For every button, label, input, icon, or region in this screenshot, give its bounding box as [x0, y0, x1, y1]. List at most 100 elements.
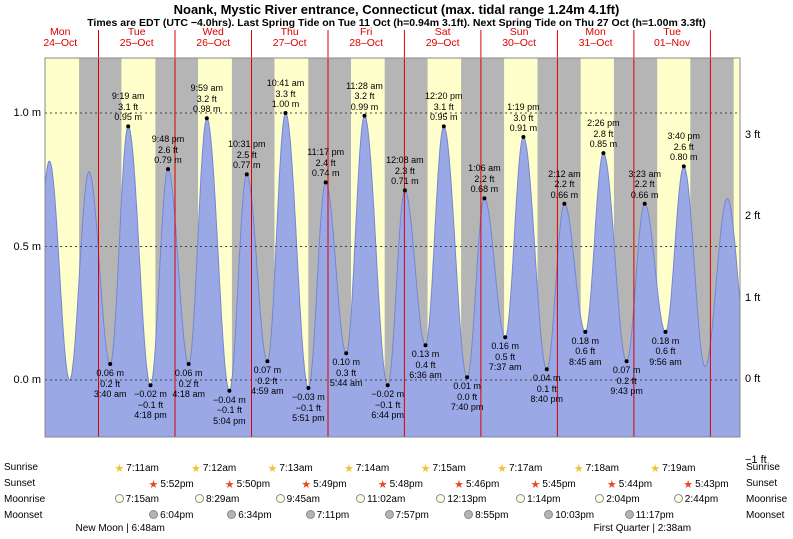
tide-label-line: 2.2 ft [634, 179, 655, 190]
low-tide-label: 0.04 m 0.1 ft 8:40 pm [518, 373, 576, 405]
tide-label-line: −0.04 m [213, 394, 246, 405]
low-tide-label: 0.06 m 0.2 ft 4:18 am [160, 368, 218, 400]
tide-label-line: 0.01 m [453, 381, 481, 392]
moonrise-entry: 1:14pm [516, 494, 560, 505]
moonset-icon [227, 510, 237, 519]
tide-label-line: 0.95 m [114, 112, 142, 123]
tide-label-line: 4:18 pm [134, 410, 167, 421]
tide-label-line: 0.6 ft [575, 346, 596, 357]
sunrise-time: 7:18am [585, 463, 619, 474]
high-tide-label: 1:06 am 2.2 ft 0.68 m [455, 163, 513, 195]
moonset-icon [305, 510, 315, 519]
astro-row-label-left-sunset: Sunset [4, 478, 36, 489]
high-tide-label: 2:12 am 2.2 ft 0.66 m [535, 169, 593, 201]
tide-label-line: 7:40 pm [450, 402, 484, 413]
sunrise-icon: ★ [573, 463, 584, 475]
sunrise-time: 7:12am [202, 463, 237, 474]
tide-label-line: 5:44 am [329, 378, 363, 389]
astro-row-label-right-moonrise: Moonrise [746, 494, 788, 505]
moonrise-entry: 2:04pm [595, 494, 640, 505]
day-date: 25–Oct [119, 37, 154, 49]
tide-label-line: 2.2 ft [554, 179, 575, 190]
sunset-time: 5:48pm [389, 479, 423, 490]
tide-label-line: 9:59 am [190, 83, 224, 94]
high-tide-label: 3:23 am 2.2 ft 0.66 m [616, 169, 674, 201]
sunset-icon: ★ [454, 479, 464, 491]
tide-label-line: 3:23 am [628, 168, 661, 179]
day-date: 01–Nov [653, 37, 691, 49]
moon-phase-label: New Moon | 6:48am [75, 523, 165, 534]
tide-label-line: 0.68 m [470, 184, 499, 195]
sunset-time: 5:49pm [313, 479, 347, 490]
moonset-entry: 7:57pm [384, 510, 429, 521]
tide-label-line: 0.2 ft [616, 375, 637, 386]
sunrise-icon: ★ [191, 463, 201, 475]
sunset-entry: ★ 5:43pm [683, 478, 728, 491]
moonrise-time: 7:15am [125, 494, 159, 505]
moonset-time: 7:11pm [316, 510, 350, 521]
tide-label-line: 11:17 pm [307, 147, 345, 158]
moonset-entry: 6:34pm [227, 510, 272, 521]
tide-label-line: 0.13 m [411, 349, 440, 360]
moonrise-entry: 12:13pm [436, 494, 486, 505]
sunrise-time: 7:19am [662, 463, 696, 474]
tide-label-line: −0.1 ft [375, 399, 401, 410]
moonset-entry: 10:03pm [544, 510, 594, 521]
tide-label-line: 7:37 am [488, 362, 522, 373]
y-axis-label-m: 0.0 m [13, 374, 41, 386]
low-tide-label: 0.18 m 0.6 ft 8:45 am [556, 336, 614, 368]
sunset-time: 5:50pm [236, 479, 271, 490]
moonset-time: 6:04pm [160, 510, 194, 521]
tide-label-line: 0.99 m [350, 101, 379, 112]
sunrise-time: 7:15am [432, 463, 466, 474]
sunset-time: 5:52pm [160, 479, 194, 490]
sunset-icon: ★ [224, 479, 235, 491]
tide-label-line: 0.1 ft [536, 383, 557, 394]
moonrise-icon [673, 494, 683, 503]
sunset-entry: ★ 5:45pm [531, 478, 576, 491]
tide-label-line: 10:41 am [266, 78, 305, 88]
tide-label-line: −0.03 m [292, 392, 325, 402]
sunrise-icon: ★ [497, 463, 507, 475]
sunrise-icon: ★ [420, 463, 431, 475]
day-label: Sun 30–Oct [484, 27, 554, 49]
tide-label-line: −0.1 ft [137, 399, 164, 410]
tide-label-line: 3.0 ft [513, 112, 534, 123]
tide-label-line: 12:08 am [386, 155, 424, 166]
moonset-icon [544, 510, 554, 519]
high-tide-label: 2:26 pm 2.8 ft 0.85 m [574, 118, 632, 150]
tide-label-line: 10:31 pm [228, 139, 266, 150]
tide-label-line: 0.71 m [391, 176, 419, 187]
tide-label-line: 0.77 m [233, 160, 261, 171]
moonset-entry: 11:17pm [624, 510, 674, 521]
day-name: Sun [509, 26, 529, 38]
day-date: 26–Oct [196, 37, 231, 49]
tide-label-line: 4:59 am [251, 386, 284, 397]
moonset-entry: 6:04pm [149, 510, 193, 521]
moonrise-time: 2:44pm [684, 494, 719, 505]
tide-label-line: 1:19 pm [507, 102, 540, 112]
day-label: Thu 27–Oct [255, 27, 325, 49]
tide-label-line: 0.07 m [253, 365, 282, 376]
tide-label-line: 0.91 m [509, 123, 538, 133]
day-name: Mon [585, 26, 606, 38]
sunrise-entry: ★ 7:17am [497, 462, 542, 475]
high-tide-label: 11:28 am 3.2 ft 0.99 m [336, 81, 394, 113]
tide-label-line: 0.16 m [491, 341, 519, 352]
sunrise-entry: ★ 7:18am [574, 462, 619, 475]
low-tide-label: −0.04 m −0.1 ft 5:04 pm [200, 395, 258, 427]
tide-label-line: 0.79 m [154, 155, 182, 166]
day-name: Tue [127, 26, 146, 38]
day-name: Wed [202, 26, 224, 38]
day-date: 28–Oct [349, 37, 384, 49]
high-tide-label: 9:19 am 3.1 ft 0.95 m [99, 91, 157, 123]
low-tide-label: 0.06 m 0.2 ft 3:40 am [81, 368, 139, 400]
tide-label-line: 4:18 am [172, 389, 205, 399]
low-tide-label: 0.01 m 0.0 ft 7:40 pm [438, 381, 496, 413]
sunset-icon: ★ [606, 479, 617, 491]
tide-label-line: 3.2 ft [196, 93, 217, 104]
day-label: Tue 25–Oct [102, 27, 172, 49]
moonrise-icon [195, 494, 204, 503]
